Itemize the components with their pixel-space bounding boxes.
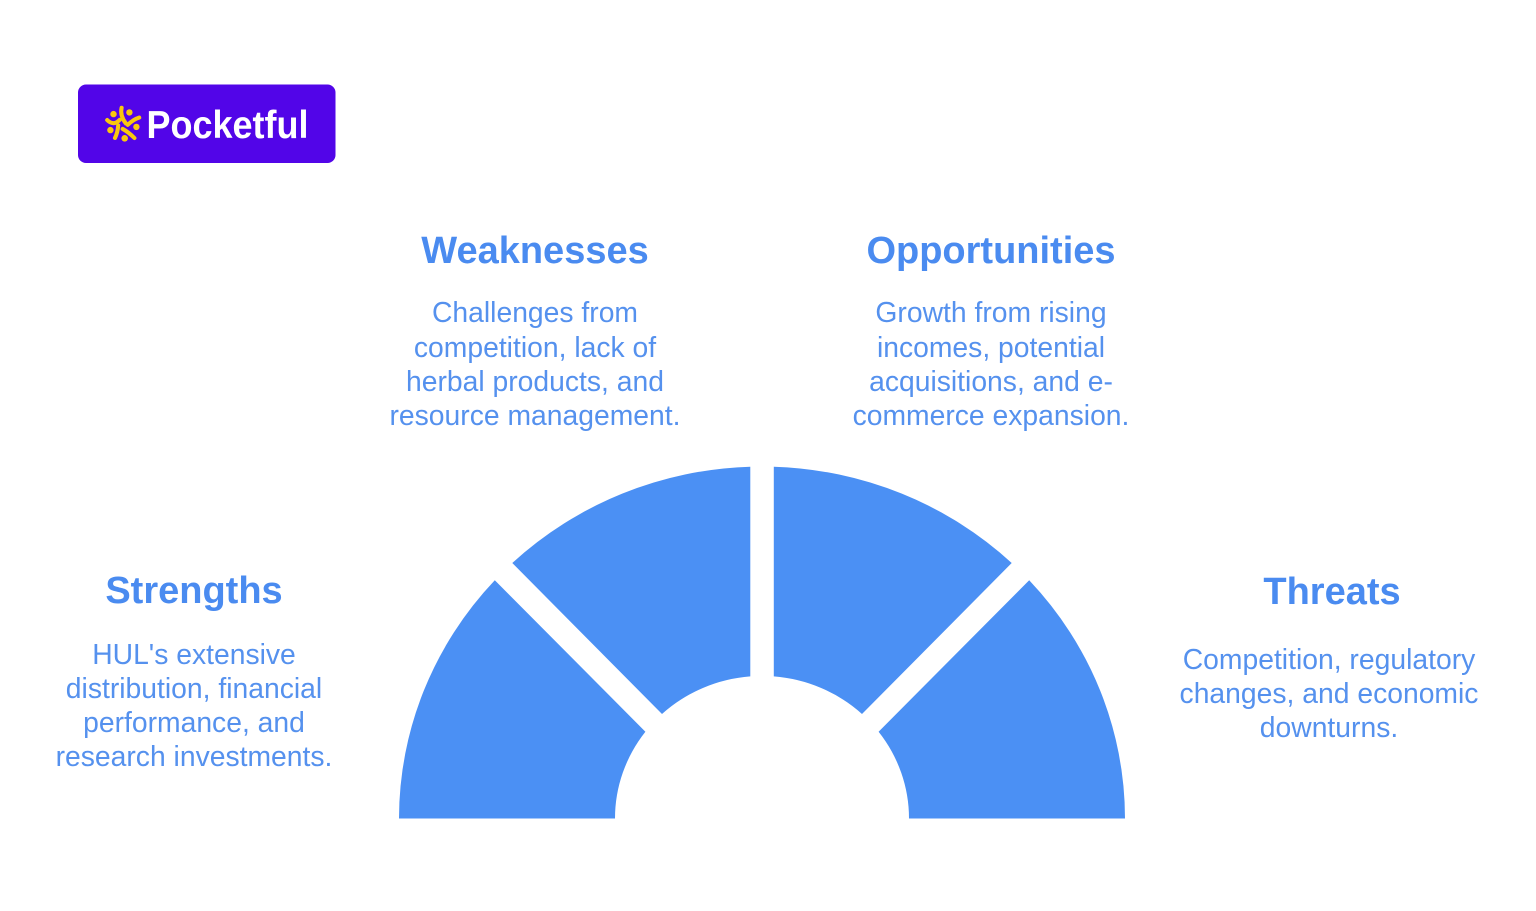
svg-text:Pocketful: Pocketful bbox=[147, 104, 309, 147]
